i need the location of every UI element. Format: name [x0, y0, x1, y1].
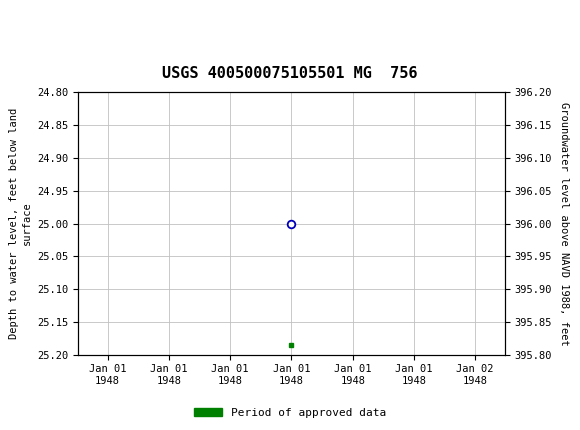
Y-axis label: Groundwater level above NAVD 1988, feet: Groundwater level above NAVD 1988, feet — [559, 102, 569, 345]
Text: USGS 400500075105501 MG  756: USGS 400500075105501 MG 756 — [162, 66, 418, 80]
Legend: Period of approved data: Period of approved data — [190, 403, 390, 422]
Text: ≈USGS: ≈USGS — [3, 10, 74, 28]
Y-axis label: Depth to water level, feet below land
surface: Depth to water level, feet below land su… — [9, 108, 32, 339]
